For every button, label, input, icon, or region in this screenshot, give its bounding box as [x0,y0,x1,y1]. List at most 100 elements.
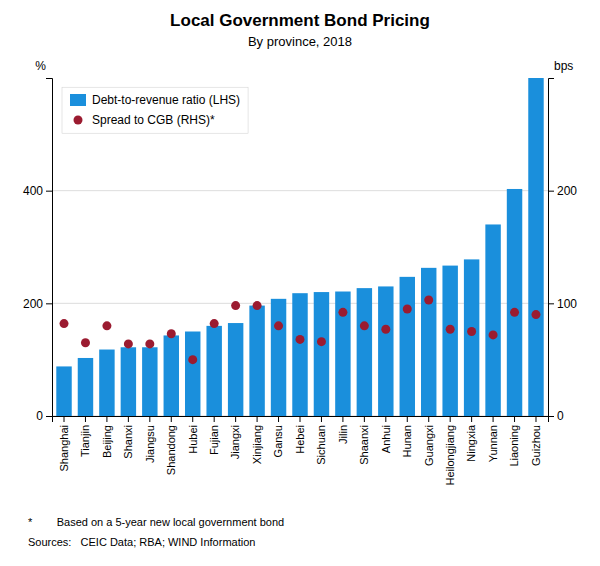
bar [228,323,243,416]
chart: Local Government Bond Pricing By province… [0,0,600,566]
x-tick-label: Jilin [337,425,349,444]
y2-tick-label: 100 [557,297,577,311]
x-tick-mark [300,416,301,422]
bar [271,299,286,416]
bar [464,259,479,416]
bar [528,78,543,416]
dot [167,329,176,338]
bar [56,366,71,416]
y2-tick-label: 0 [557,409,564,423]
x-tick-mark [257,416,258,422]
y-tick: 400 [23,184,52,198]
legend-box [62,87,248,133]
x-tick: Shaanxi [358,416,370,465]
x-tick: Yunnan [487,416,499,462]
y2-tick-mark [548,191,554,192]
dot [531,310,540,319]
x-tick-label: Shanghai [58,425,70,472]
grid [52,191,548,416]
x-tick: Gansu [272,416,284,457]
x-tick-label: Yunnan [487,425,499,462]
x-tick: Shanghai [58,416,70,472]
y-tick: 200 [23,297,52,311]
x-tick: Guangxi [423,416,435,466]
x-tick-mark [192,416,193,422]
bar [335,292,350,416]
x-tick: Hebei [294,416,306,454]
legend-label: Debt-to-revenue ratio (LHS) [92,93,240,107]
x-tick: Fujian [208,416,220,455]
x-tick-label: Guangxi [423,425,435,466]
x-tick-label: Anhui [380,425,392,453]
x-tick: Anhui [380,416,392,453]
dot [60,319,69,328]
dot [274,321,283,330]
y-tick-mark [46,191,52,192]
dot [231,301,240,310]
legend: Debt-to-revenue ratio (LHS)Spread to CGB… [62,87,248,133]
x-tick-mark [514,416,515,422]
y2-axis: 0 100 200 [548,79,577,424]
bar [292,293,307,416]
dot [403,304,412,313]
x-tick: Hunan [401,416,413,457]
x-tick-mark [128,416,129,422]
title: Local Government Bond Pricing [170,11,430,30]
x-tick: Xinjiang [251,416,263,464]
bar [421,268,436,416]
dot [424,295,433,304]
y-axis-line [46,79,53,417]
dot [81,338,90,347]
x-tick: Jiangxi [229,416,241,459]
bar [185,332,200,417]
x-tick: Liaoning [508,416,520,467]
x-tick: Jilin [337,416,349,444]
bar [314,292,329,416]
bar [99,350,114,416]
dot [188,355,197,364]
x-tick: Sichuan [315,416,327,465]
subtitle: By province, 2018 [248,34,352,49]
y2-tick: 200 [548,184,577,198]
x-tick-label: Shanxi [122,425,134,459]
x-tick-mark [535,416,536,422]
x-tick: Shanxi [122,416,134,459]
dot [317,337,326,346]
y2-tick: 100 [548,297,577,311]
series [56,78,543,416]
bar [485,224,500,416]
x-tick-label: Ningxia [465,424,477,462]
x-tick-label: Shandong [165,425,177,475]
x-tick: Heilongjiang [444,416,456,486]
dot [145,339,154,348]
x-tick-label: Hunan [401,425,413,457]
x-tick-label: Jiangsu [144,425,156,463]
x-tick-label: Xinjiang [251,425,263,464]
x-tick-label: Jiangxi [229,425,241,459]
x-tick-mark [106,416,107,422]
x-tick-mark [321,416,322,422]
y2-tick-label: 200 [557,184,577,198]
x-tick-mark [85,416,86,422]
dot [489,330,498,339]
x-tick-mark [171,416,172,422]
bar [400,277,415,416]
x-tick-mark [450,416,451,422]
x-tick-mark [214,416,215,422]
dot [510,308,519,317]
x-tick-label: Sichuan [315,425,327,465]
x-tick-label: Liaoning [508,425,520,467]
bar [249,306,264,416]
y-tick-label: 0 [36,409,43,423]
bar [206,326,221,416]
y-tick-label: 400 [23,184,43,198]
y-tick: 0 [36,409,52,423]
bar [442,266,457,416]
x-tick-mark [149,416,150,422]
x-tick-mark [278,416,279,422]
y2-axis-label: bps [554,59,573,73]
bar [378,286,393,416]
bar [121,347,136,416]
footnote: Sources: CEIC Data; RBA; WIND Informatio… [28,536,255,548]
x-tick-label: Beijing [101,425,113,458]
